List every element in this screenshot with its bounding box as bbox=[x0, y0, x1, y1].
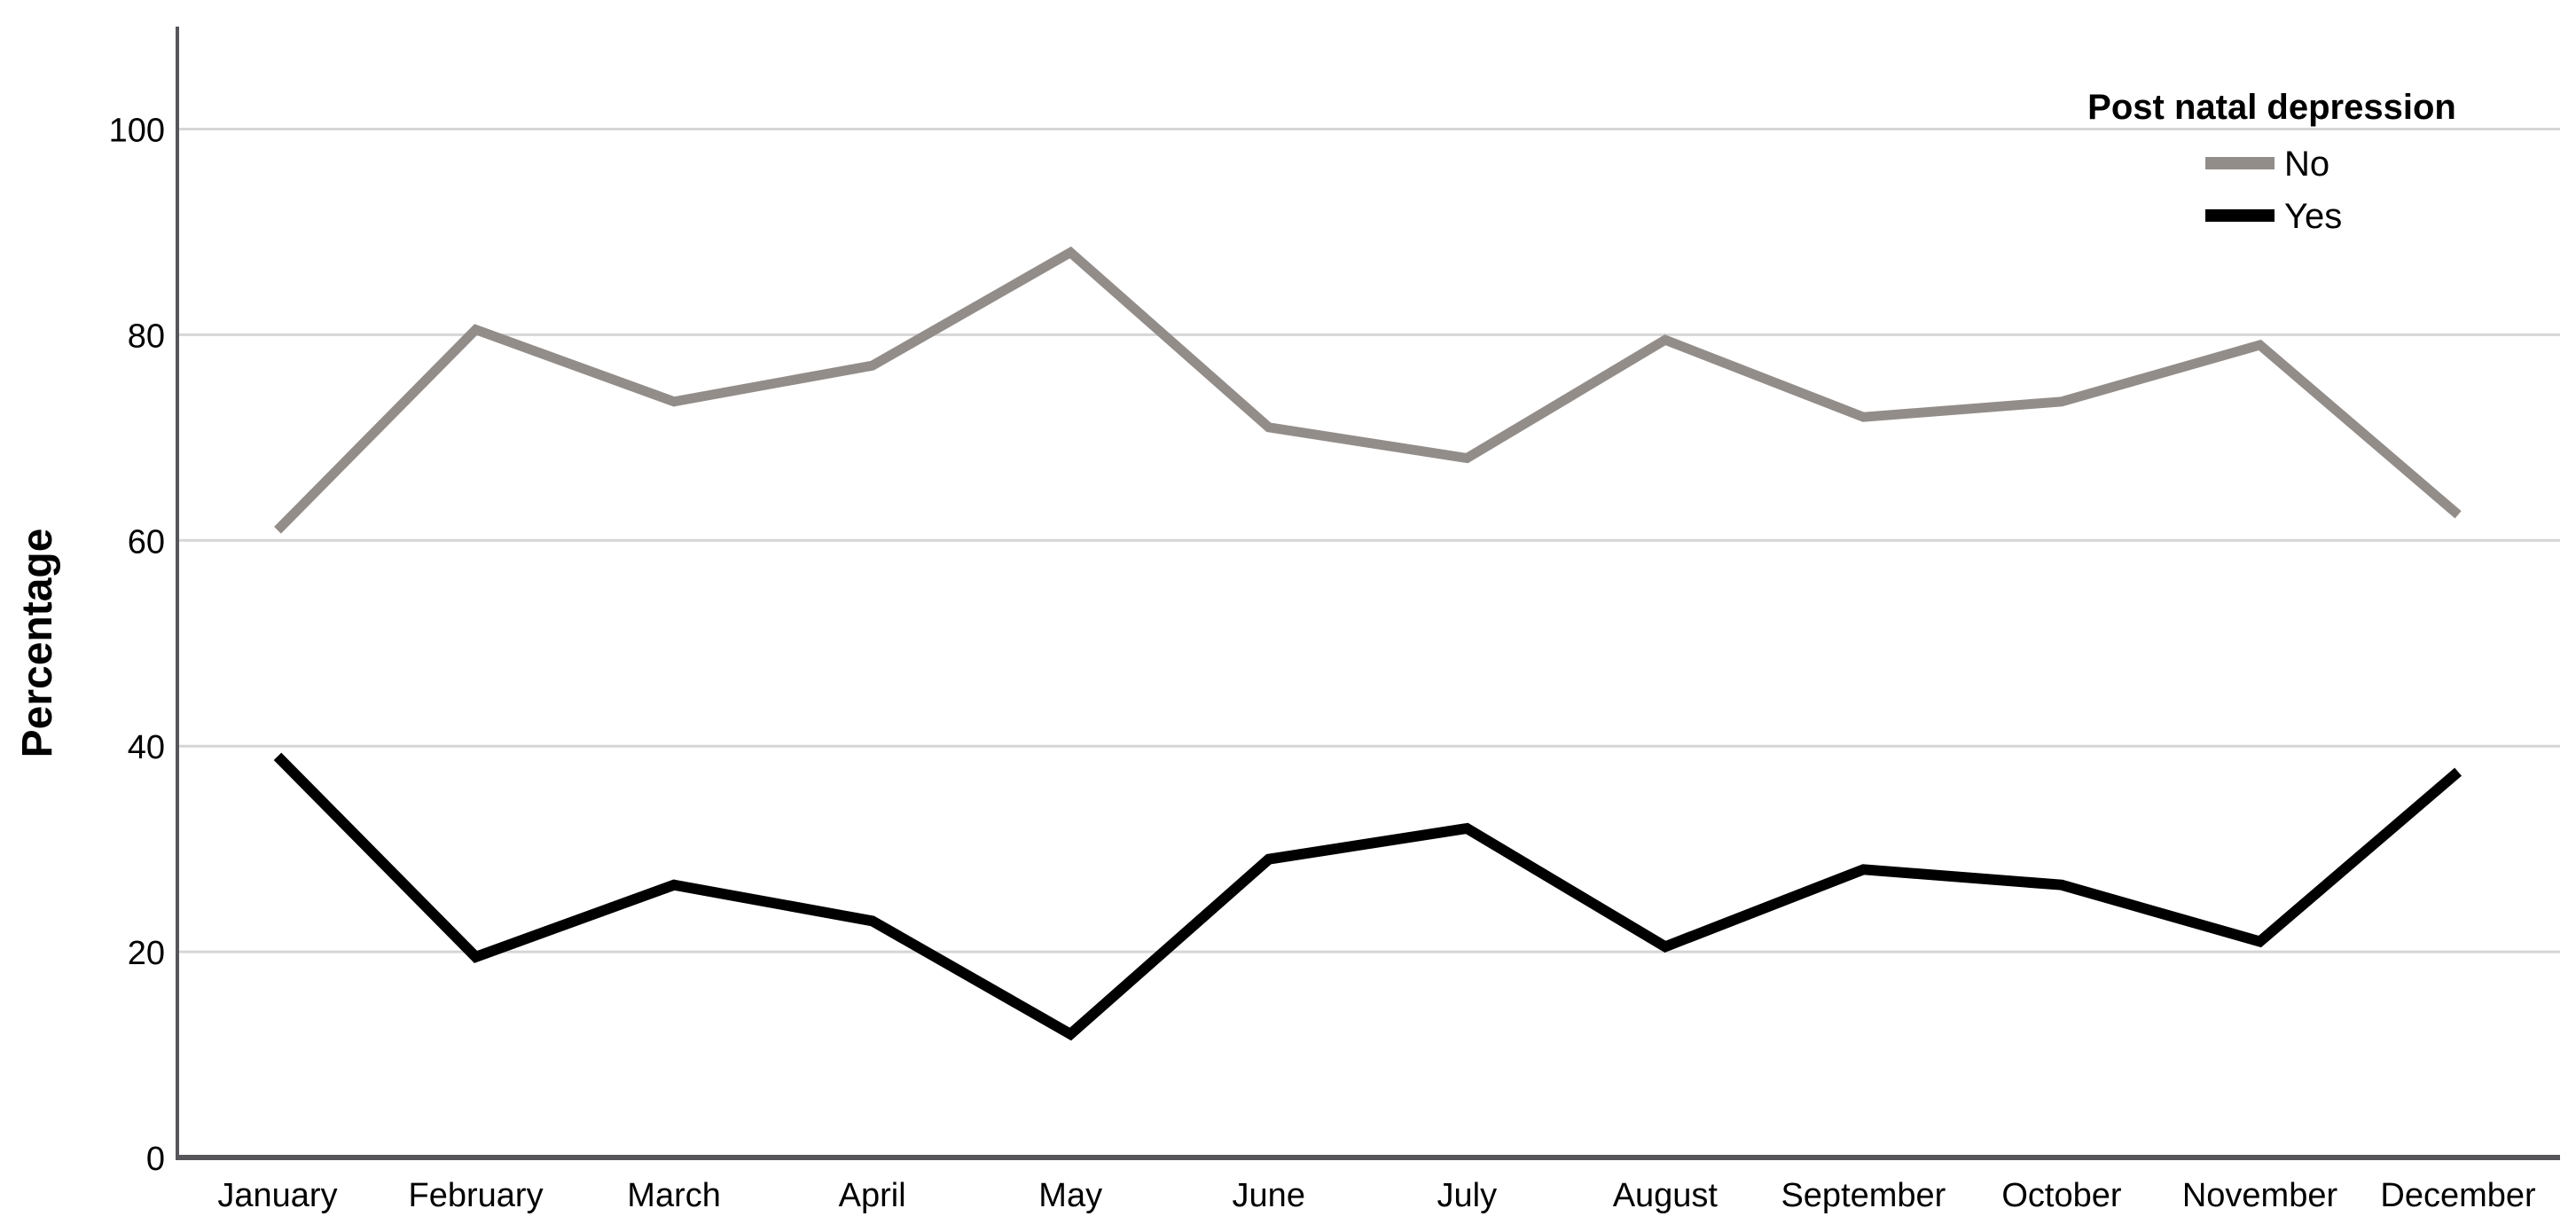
x-axis-month-labels: January February March April May June July Augu… bbox=[217, 1177, 2536, 1214]
legend-label-yes: Yes bbox=[2284, 197, 2342, 236]
legend-items: No Yes bbox=[2205, 145, 2342, 236]
y-tick-label-40: 40 bbox=[128, 729, 165, 766]
series-lines bbox=[273, 246, 2462, 1041]
legend-swatch-yes bbox=[2205, 209, 2275, 222]
x-tick-label-june: June bbox=[1233, 1177, 1305, 1214]
x-tick-label-march: March bbox=[627, 1177, 721, 1214]
gridlines bbox=[177, 128, 2560, 953]
x-tick-label-april: April bbox=[839, 1177, 906, 1214]
y-axis-title: Percentage bbox=[14, 529, 61, 758]
x-tick-label-september: September bbox=[1781, 1177, 1946, 1214]
legend-swatch-no bbox=[2205, 157, 2275, 169]
y-tick-label-0: 0 bbox=[146, 1141, 165, 1178]
x-tick-label-july: July bbox=[1437, 1177, 1498, 1214]
legend-title: Post natal depression bbox=[2087, 88, 2456, 127]
y-tick-label-60: 60 bbox=[128, 523, 165, 561]
x-tick-label-november: November bbox=[2182, 1177, 2338, 1214]
y-tick-label-80: 80 bbox=[128, 318, 165, 355]
y-tick-label-20: 20 bbox=[128, 935, 165, 972]
x-tick-label-may: May bbox=[1038, 1177, 1102, 1214]
x-tick-label-october: October bbox=[2001, 1177, 2122, 1214]
y-axis-tick-labels: 0 20 40 60 80 100 bbox=[109, 113, 165, 1179]
series-line-no bbox=[274, 246, 2462, 534]
x-tick-label-february: February bbox=[409, 1177, 544, 1214]
series-line-yes bbox=[273, 752, 2462, 1041]
axes bbox=[176, 27, 2560, 1160]
legend-label-no: No bbox=[2284, 145, 2329, 184]
x-tick-label-august: August bbox=[1613, 1177, 1719, 1214]
y-tick-label-100: 100 bbox=[109, 113, 165, 150]
legend: Post natal depression No Yes bbox=[2087, 88, 2456, 236]
x-tick-label-december: December bbox=[2380, 1177, 2536, 1214]
x-tick-label-january: January bbox=[217, 1177, 337, 1214]
